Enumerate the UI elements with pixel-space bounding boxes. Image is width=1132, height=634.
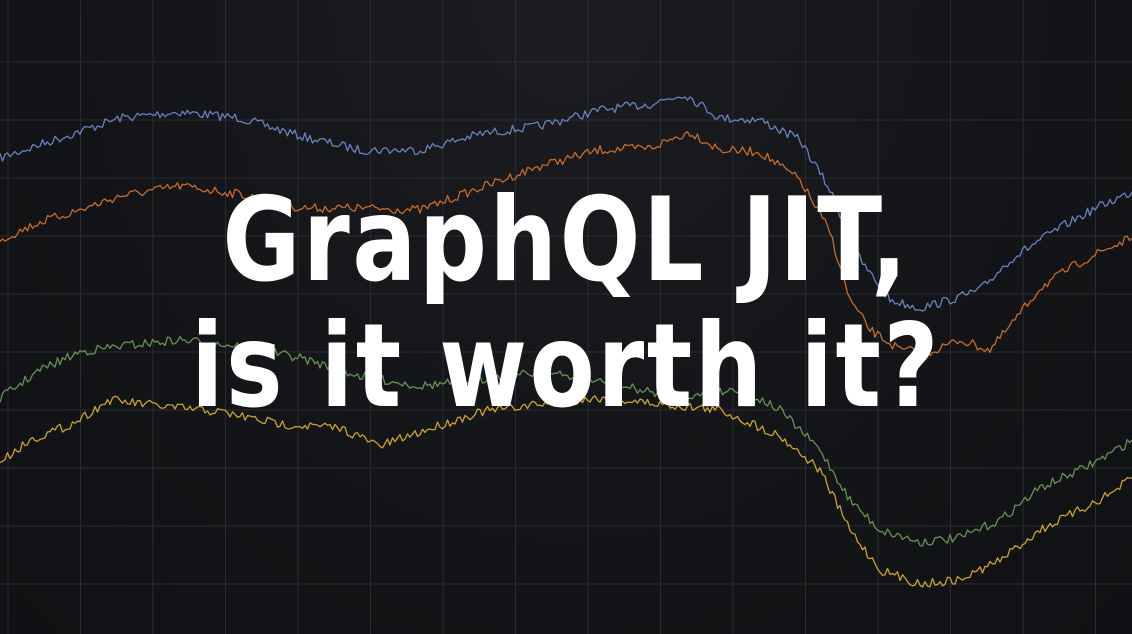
chart-series-line-4 <box>0 395 1132 588</box>
chart-series-line-3 <box>0 335 1132 547</box>
headline: GraphQL JIT, is it worth it? <box>102 178 1030 430</box>
chart-series-line-1 <box>0 96 1132 312</box>
headline-line-2: is it worth it? <box>190 299 942 434</box>
headline-line-1: GraphQL JIT, <box>222 173 910 308</box>
chart-series-line-2 <box>0 131 1132 357</box>
chart-series-group <box>0 96 1132 588</box>
